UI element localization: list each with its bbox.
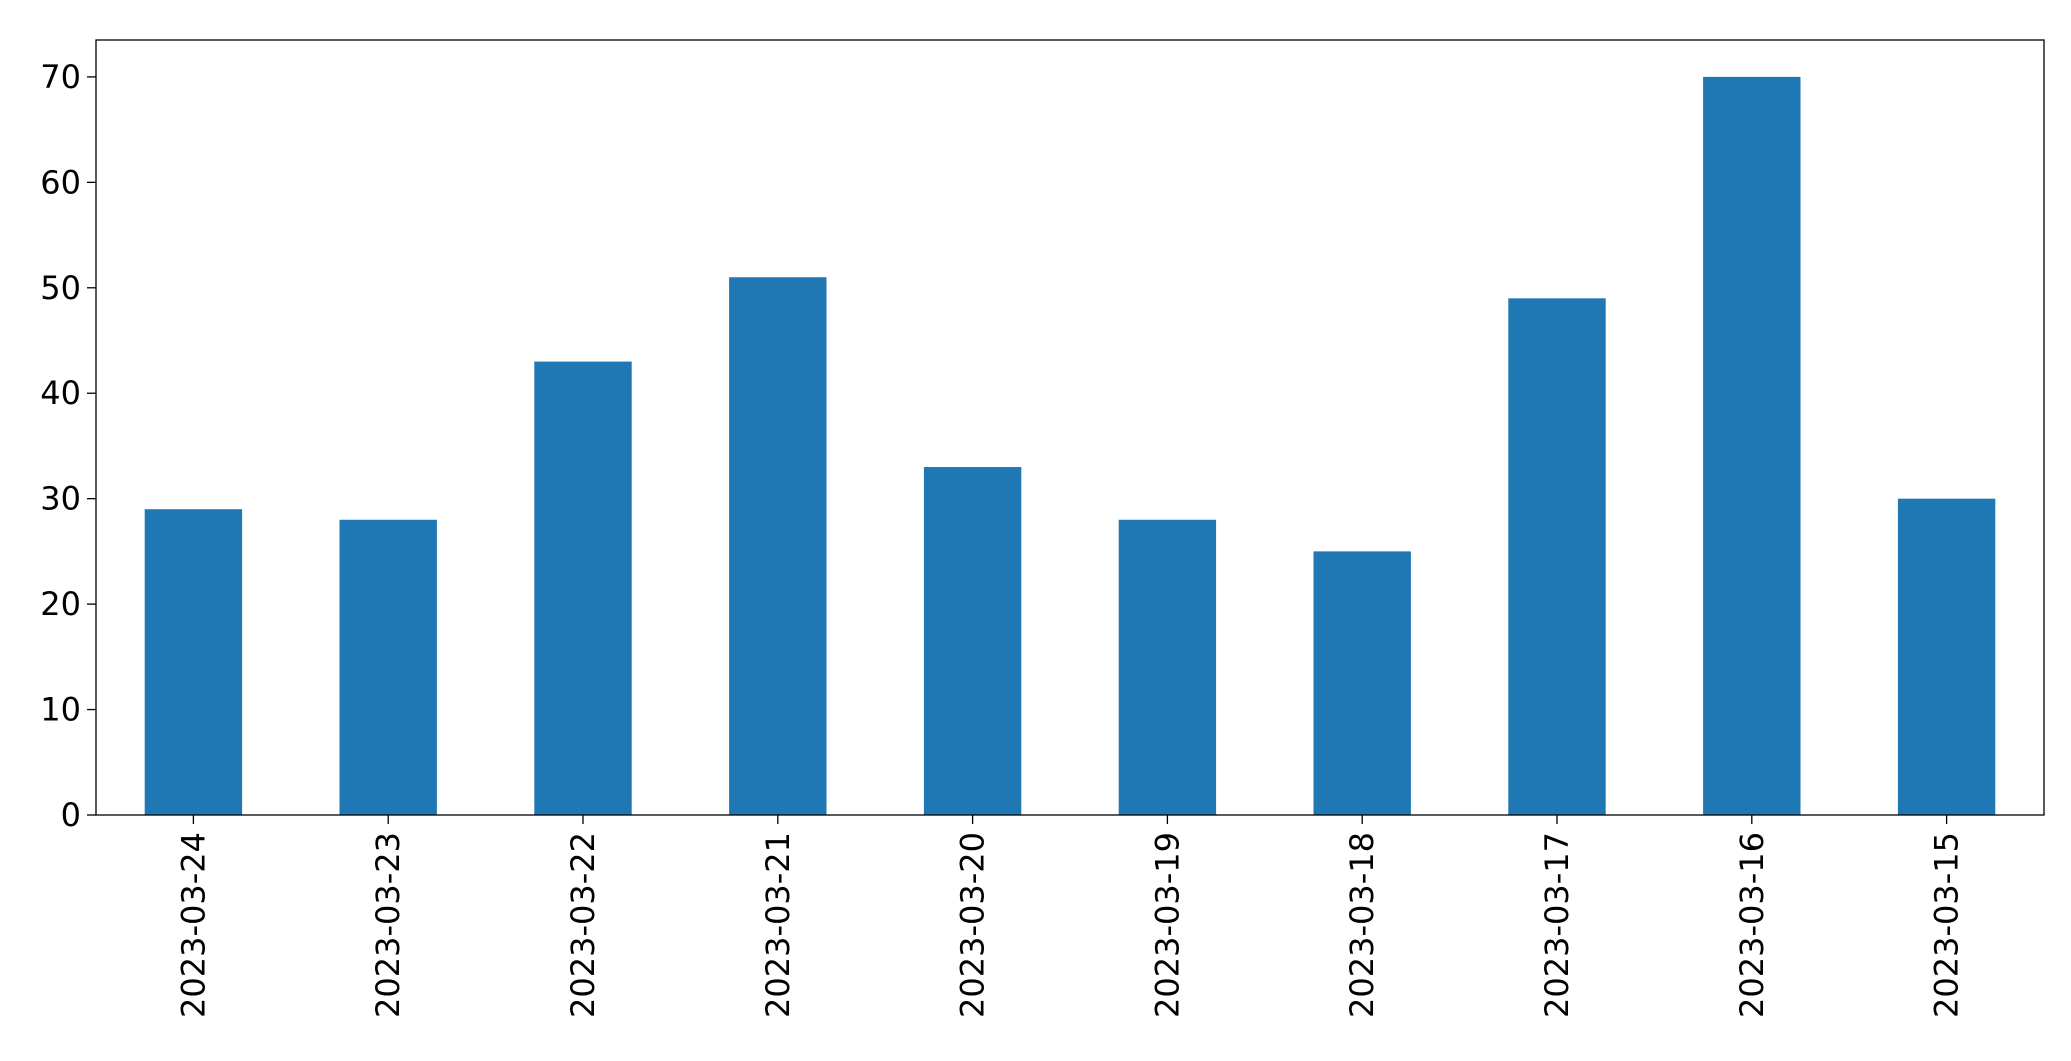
x-tick-label: 2023-03-16 <box>1733 832 1771 1018</box>
x-tick-label: 2023-03-22 <box>564 832 602 1018</box>
x-tick-label: 2023-03-20 <box>954 832 992 1018</box>
y-tick-label: 40 <box>40 374 81 412</box>
x-tick-label: 2023-03-17 <box>1538 832 1576 1018</box>
bar-2023-03-24 <box>144 509 243 815</box>
x-tick-label: 2023-03-23 <box>369 832 407 1018</box>
y-tick-label: 30 <box>40 480 81 518</box>
y-axis: 0 10 20 30 40 50 60 70 <box>40 58 96 834</box>
x-tick-label: 2023-03-18 <box>1343 832 1381 1018</box>
x-tick-label: 2023-03-21 <box>759 832 797 1018</box>
bar-2023-03-23 <box>339 519 437 815</box>
bars-group <box>144 76 1996 816</box>
y-tick-label: 60 <box>40 163 81 201</box>
y-tick-label: 20 <box>40 585 81 623</box>
bar-2023-03-19 <box>1118 519 1217 815</box>
bar-2023-03-16 <box>1703 76 1801 815</box>
bar-2023-03-17 <box>1508 298 1606 815</box>
bar-2023-03-18 <box>1313 551 1411 815</box>
x-axis: 2023-03-24 2023-03-23 2023-03-22 2023-03-21… <box>174 815 1966 1018</box>
bar-2023-03-22 <box>534 361 632 815</box>
x-tick-label: 2023-03-15 <box>1928 832 1966 1018</box>
y-tick-label: 0 <box>61 796 81 834</box>
y-tick-label: 50 <box>40 269 81 307</box>
y-tick-label: 10 <box>40 691 81 729</box>
x-tick-label: 2023-03-24 <box>174 832 212 1018</box>
bar-2023-03-20 <box>923 467 1022 815</box>
y-tick-label: 70 <box>40 58 81 96</box>
x-tick-label: 2023-03-19 <box>1148 832 1186 1018</box>
bar-2023-03-15 <box>1897 498 1996 815</box>
plot-frame <box>95 39 2045 816</box>
bar-2023-03-21 <box>729 277 827 816</box>
